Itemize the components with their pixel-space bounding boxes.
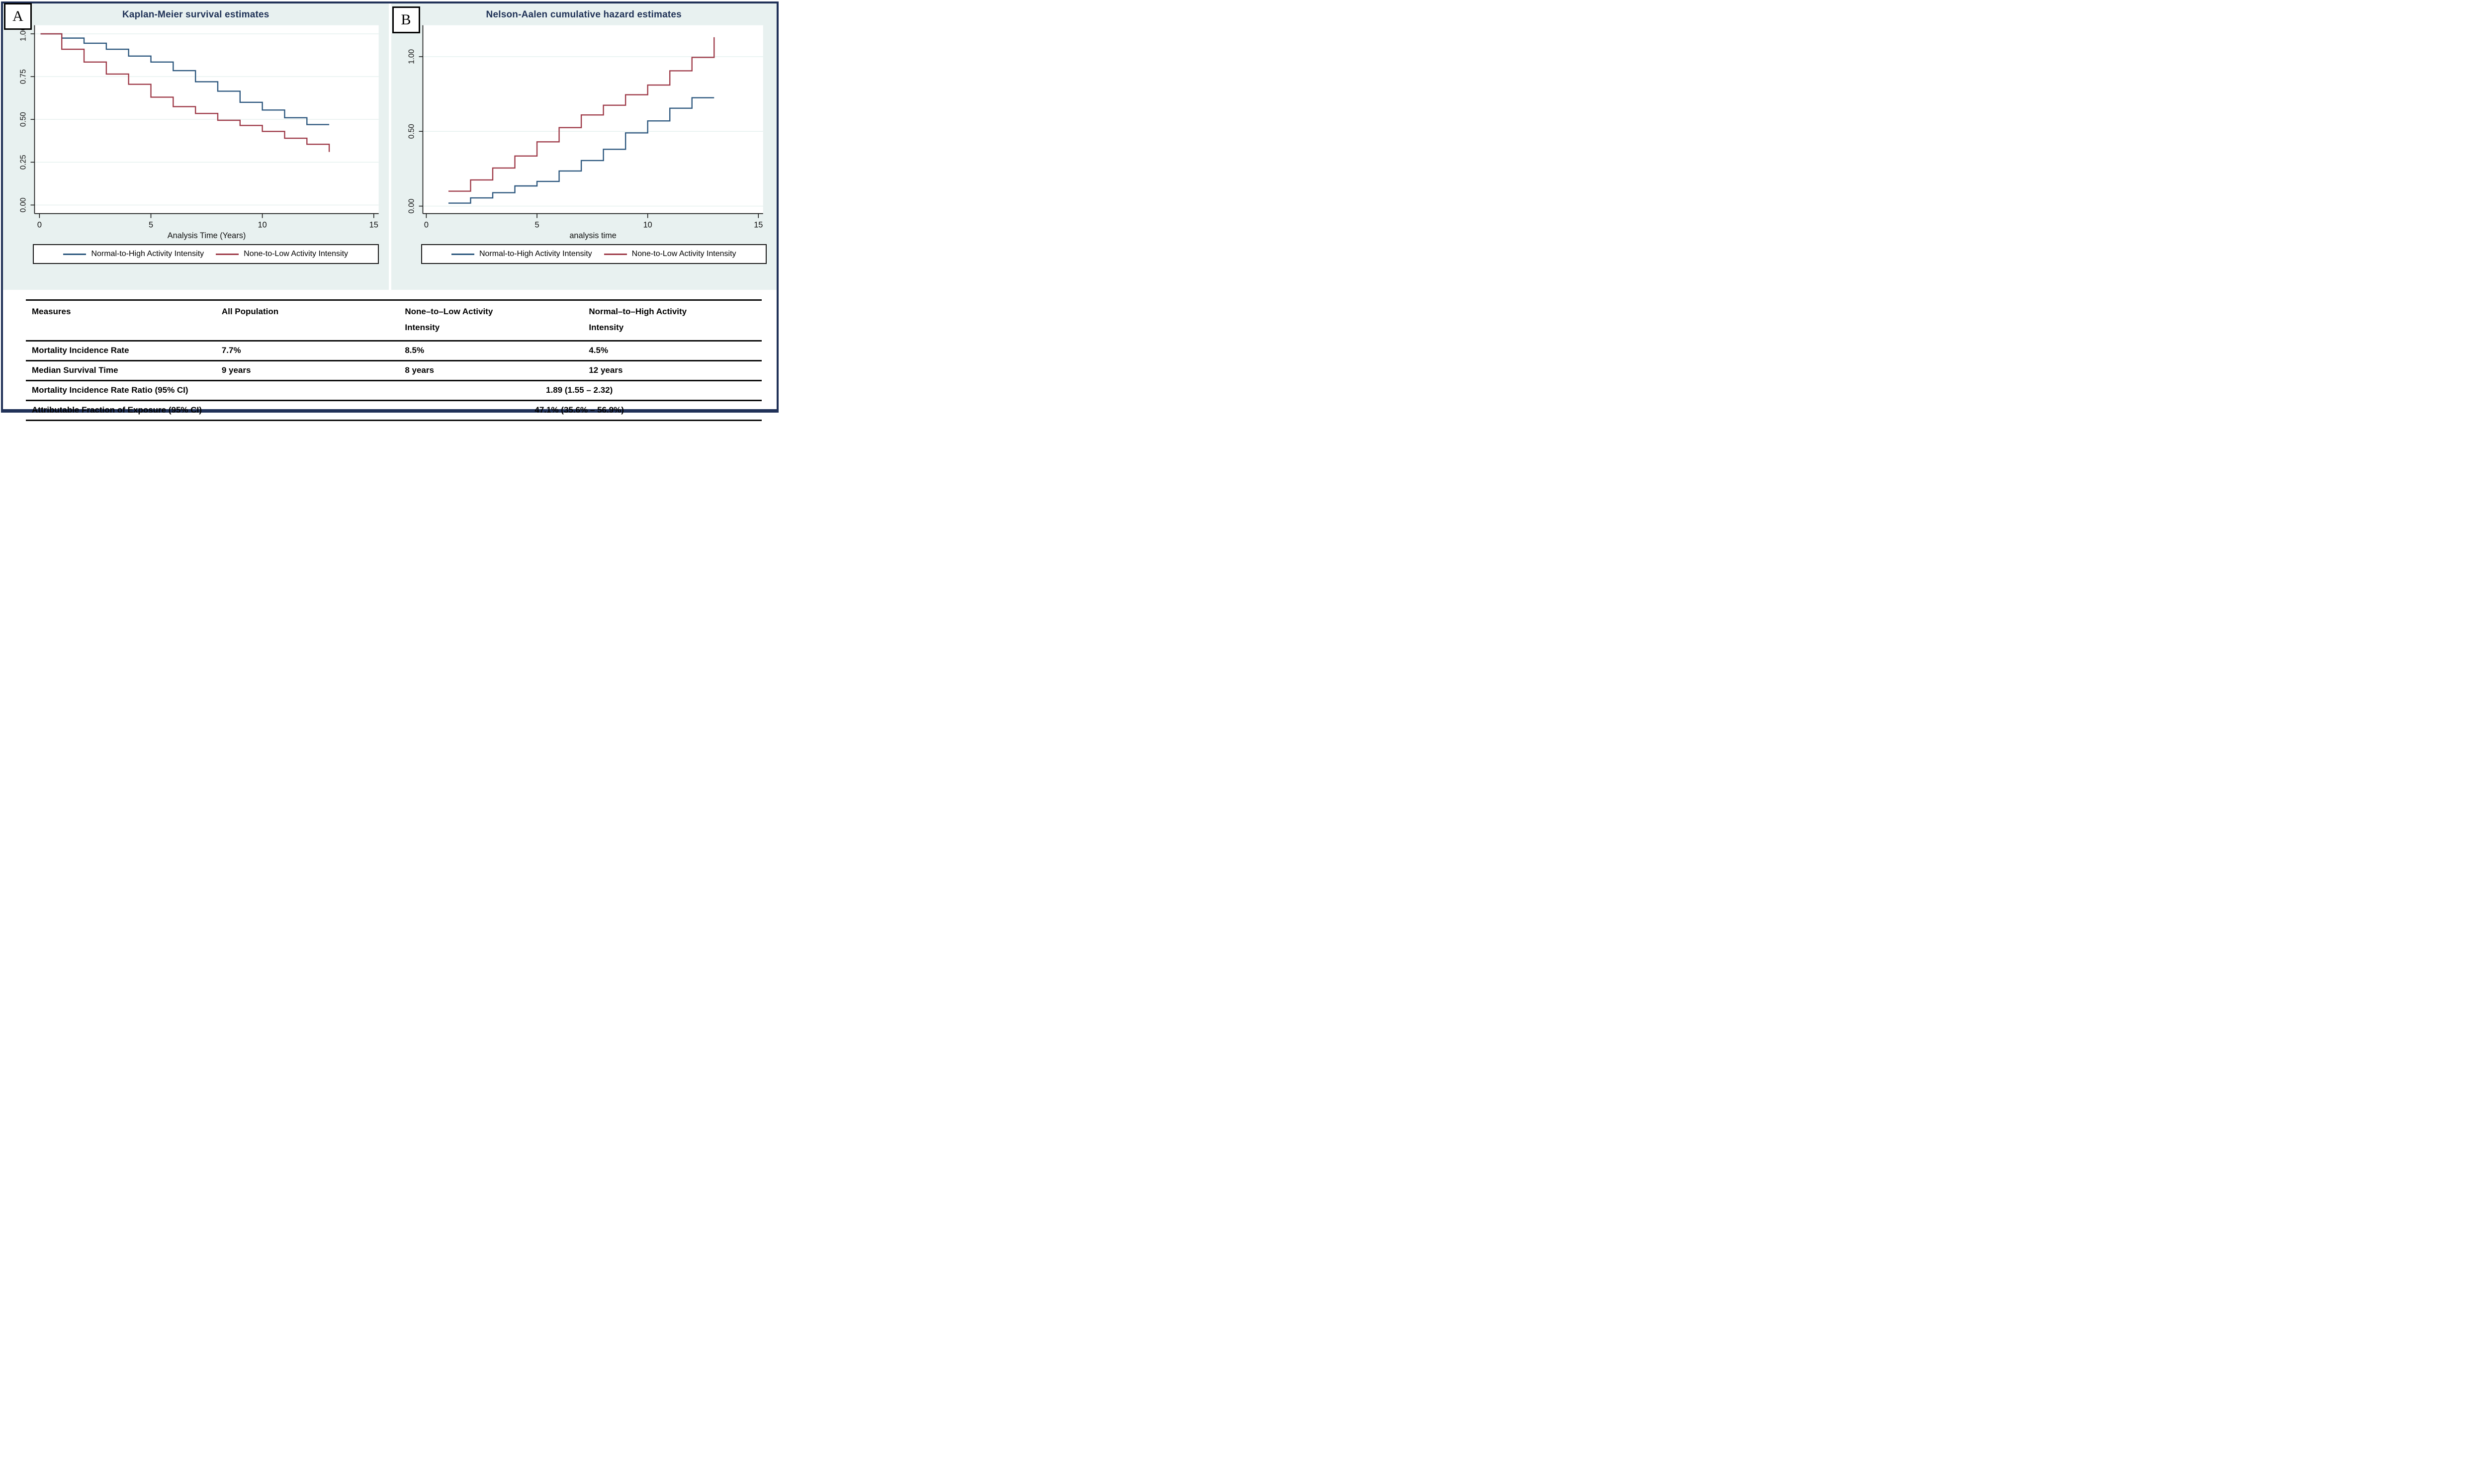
svg-text:15: 15 <box>369 220 378 229</box>
table-row-mortality-incidence-rate-ratio: Mortality Incidence Rate Ratio (95% CI) … <box>26 381 762 401</box>
svg-text:0: 0 <box>424 220 428 229</box>
legend-entry-none-low: None-to-Low Activity Intensity <box>604 250 736 259</box>
table-row-attributable-fraction: Attributable Fraction of Exposure (95% C… <box>26 401 762 421</box>
svg-text:10: 10 <box>643 220 652 229</box>
svg-text:0.50: 0.50 <box>407 124 416 139</box>
column-header-measures: Measures <box>32 307 71 316</box>
blue-line-swatch-icon <box>63 253 87 255</box>
column-header-all-population: All Population <box>221 307 279 316</box>
na-legend: Normal-to-High Activity Intensity None-t… <box>421 244 767 264</box>
column-header-normal-to-high: Normal–to–High Activity Intensity <box>589 307 687 333</box>
table-row-mortality-incidence-rate: Mortality Incidence Rate 7.7% 8.5% 4.5% <box>26 342 762 361</box>
panel-a-label-box: A <box>4 3 32 30</box>
svg-text:15: 15 <box>754 220 763 229</box>
svg-text:Analysis Time (Years): Analysis Time (Years) <box>168 231 246 240</box>
red-line-swatch-icon <box>604 253 627 255</box>
km-step-chart: 0.00 0.25 0.50 0.75 1.00 0 5 10 15 Analysis Time … <box>19 25 379 240</box>
legend-entry-none-low: None-to-Low Activity Intensity <box>216 250 348 259</box>
panel-kaplan-meier: A Kaplan-Meier survival estimates 0.00 0.… <box>3 3 389 290</box>
row-label: Median Survival Time <box>32 365 118 375</box>
svg-text:0.00: 0.00 <box>19 197 28 212</box>
na-chart-title: Nelson-Aalen cumulative hazard estimates <box>486 9 682 20</box>
legend-label: None-to-Low Activity Intensity <box>631 250 736 258</box>
value-normal-to-high: 4.5% <box>589 345 609 355</box>
svg-text:5: 5 <box>149 220 153 229</box>
svg-text:10: 10 <box>258 220 267 229</box>
row-label: Mortality Incidence Rate Ratio (95% CI) <box>32 385 188 395</box>
value-none-to-low: 8 years <box>405 365 434 375</box>
row-label: Attributable Fraction of Exposure (95% C… <box>32 405 202 415</box>
panel-b-label-box: B <box>392 6 420 33</box>
blue-line-swatch-icon <box>451 253 474 255</box>
value-none-to-low: 8.5% <box>405 345 425 355</box>
svg-text:0.50: 0.50 <box>19 112 28 127</box>
legend-entry-normal-high: Normal-to-High Activity Intensity <box>63 250 204 259</box>
rate-ratio-value: 1.89 (1.55 – 2.32) <box>546 385 613 395</box>
legend-entry-normal-high: Normal-to-High Activity Intensity <box>451 250 592 259</box>
svg-text:1.00: 1.00 <box>407 49 416 64</box>
panel-b-label: B <box>401 11 411 28</box>
legend-label: Normal-to-High Activity Intensity <box>479 250 592 258</box>
svg-text:0.00: 0.00 <box>407 199 416 214</box>
svg-text:1.00: 1.00 <box>19 26 28 41</box>
value-all-population: 7.7% <box>221 345 241 355</box>
km-legend: Normal-to-High Activity Intensity None-t… <box>33 244 379 264</box>
legend-label: Normal-to-High Activity Intensity <box>91 250 204 258</box>
red-line-swatch-icon <box>216 253 239 255</box>
chart-panels-row: A Kaplan-Meier survival estimates 0.00 0.… <box>3 3 777 290</box>
attributable-fraction-value: 47.1% (35.6% – 56.9%) <box>534 405 624 415</box>
na-step-chart: 0.00 0.50 1.00 0 5 10 15 analysis time <box>407 25 763 240</box>
panel-a-label: A <box>12 8 23 24</box>
km-chart-title: Kaplan-Meier survival estimates <box>122 9 269 20</box>
figure-frame: A Kaplan-Meier survival estimates 0.00 0.… <box>1 1 779 421</box>
row-label: Mortality Incidence Rate <box>32 345 129 355</box>
table-header-row: Measures All Population None–to–Low Acti… <box>26 299 762 342</box>
panel-nelson-aalen: B Nelson-Aalen cumulative hazard estimat… <box>391 3 777 290</box>
svg-text:5: 5 <box>534 220 539 229</box>
svg-text:0.75: 0.75 <box>19 69 28 84</box>
svg-text:0: 0 <box>37 220 42 229</box>
value-normal-to-high: 12 years <box>589 365 623 375</box>
summary-table: Measures All Population None–to–Low Acti… <box>26 299 762 421</box>
svg-text:analysis time: analysis time <box>569 231 617 240</box>
svg-text:0.25: 0.25 <box>19 155 28 170</box>
column-header-none-to-low: None–to–Low Activity Intensity <box>405 307 493 333</box>
legend-label: None-to-Low Activity Intensity <box>244 250 349 258</box>
table-row-median-survival-time: Median Survival Time 9 years 8 years 12 … <box>26 361 762 381</box>
value-all-population: 9 years <box>221 365 251 375</box>
